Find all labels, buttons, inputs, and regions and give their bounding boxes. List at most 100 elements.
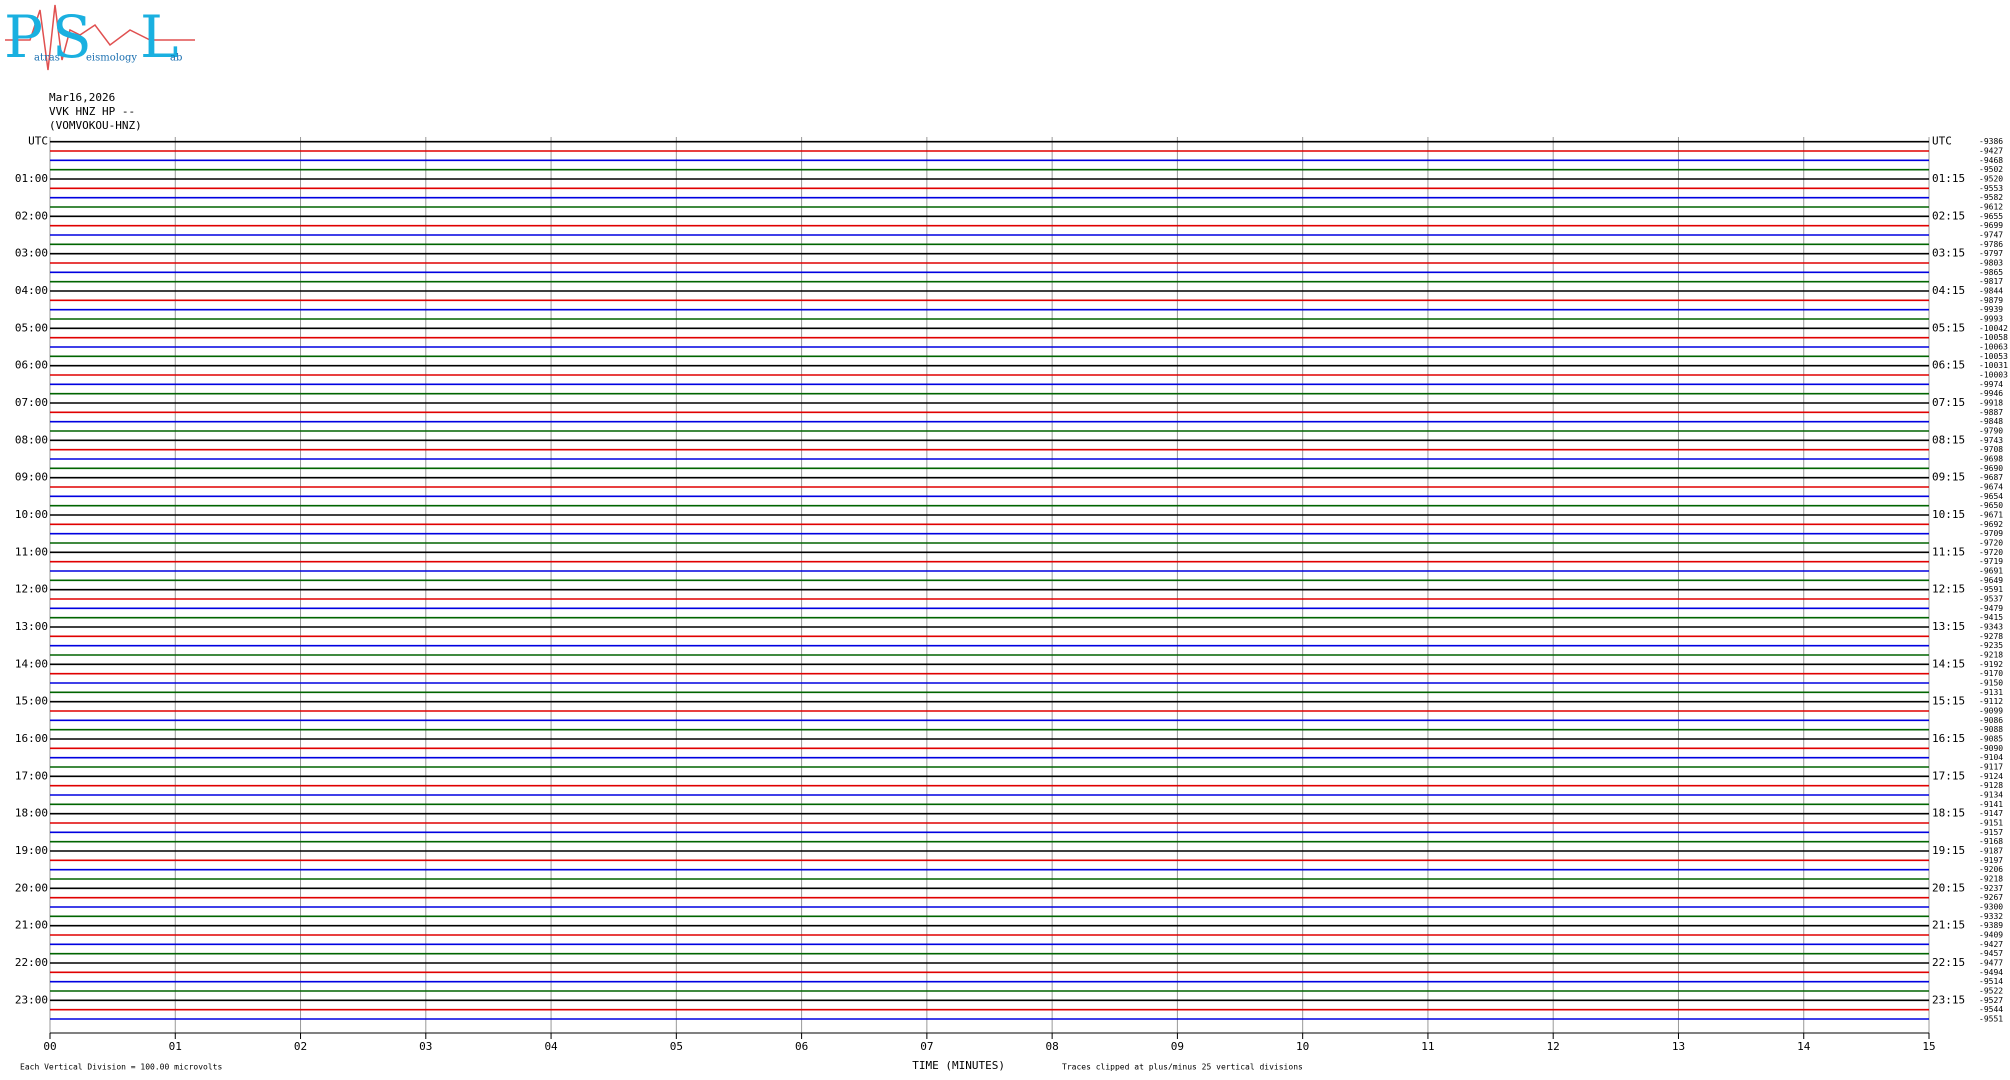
offset-label: -9237 <box>1979 884 2003 893</box>
offset-label: -9192 <box>1979 660 2003 669</box>
offset-label: -9655 <box>1979 212 2003 221</box>
offset-label: -9687 <box>1979 473 2003 482</box>
logo-word: ab <box>170 53 182 64</box>
logo-word: eismology <box>86 53 137 64</box>
offset-label: -9879 <box>1979 296 2003 305</box>
right-label: 18:15 <box>1932 807 1965 820</box>
footer-left: Each Vertical Division = 100.00 microvol… <box>20 1063 222 1072</box>
offset-label: -9537 <box>1979 595 2003 604</box>
offset-label: -9112 <box>1979 697 2003 706</box>
offset-label: -9698 <box>1979 455 2003 464</box>
footer-note: Traces clipped at plus/minus 25 vertical… <box>1062 1063 1303 1072</box>
offset-label: -9514 <box>1979 977 2003 986</box>
offset-label: -9743 <box>1979 436 2003 445</box>
offset-label: -9104 <box>1979 753 2003 762</box>
logo-letter: S <box>52 3 92 71</box>
offset-label: -9128 <box>1979 781 2003 790</box>
x-tick-label: 01 <box>169 1040 182 1053</box>
left-label: 12:00 <box>15 583 48 596</box>
offset-label: -9386 <box>1979 137 2003 146</box>
left-label: 19:00 <box>15 844 48 857</box>
offset-label: -9278 <box>1979 632 2003 641</box>
offset-label: -9218 <box>1979 651 2003 660</box>
right-label: 01:15 <box>1932 172 1965 185</box>
offset-label: -9099 <box>1979 707 2003 716</box>
x-tick-label: 04 <box>544 1040 558 1053</box>
left-label: 16:00 <box>15 732 48 745</box>
offset-label: -9544 <box>1979 1005 2003 1014</box>
x-tick-label: 15 <box>1922 1040 1935 1053</box>
offset-label: -9389 <box>1979 921 2003 930</box>
left-label: 22:00 <box>15 956 48 969</box>
offset-label: -9650 <box>1979 501 2003 510</box>
left-label: 21:00 <box>15 919 48 932</box>
offset-label: -9551 <box>1979 1015 2003 1024</box>
offset-label: -9993 <box>1979 315 2003 324</box>
left-label: 03:00 <box>15 247 48 260</box>
offset-label: -9218 <box>1979 875 2003 884</box>
offset-label: -9747 <box>1979 231 2003 240</box>
right-label: 16:15 <box>1932 732 1965 745</box>
logo <box>5 4 195 71</box>
right-label: 17:15 <box>1932 769 1965 782</box>
offset-label: -10058 <box>1979 333 2008 342</box>
left-label: 01:00 <box>15 172 48 185</box>
right-label: 14:15 <box>1932 657 1965 670</box>
offset-label: -9786 <box>1979 240 2003 249</box>
offset-label: -9720 <box>1979 539 2003 548</box>
left-label: 06:00 <box>15 359 48 372</box>
offset-label: -9699 <box>1979 221 2003 230</box>
header-line: (VOMVOKOU-HNZ) <box>49 119 142 132</box>
offset-label: -9427 <box>1979 940 2003 949</box>
offset-label: -9887 <box>1979 408 2003 417</box>
left-label: 09:00 <box>15 471 48 484</box>
header-line: VVK HNZ HP -- <box>49 105 135 118</box>
right-label: 07:15 <box>1932 396 1965 409</box>
offset-label: -9939 <box>1979 305 2003 314</box>
x-tick-label: 08 <box>1046 1040 1059 1053</box>
offset-label: -9692 <box>1979 520 2003 529</box>
x-tick-label: 11 <box>1421 1040 1434 1053</box>
offset-label: -9848 <box>1979 417 2003 426</box>
right-label: 05:15 <box>1932 321 1965 334</box>
right-label: 21:15 <box>1932 919 1965 932</box>
offset-label: -9477 <box>1979 959 2003 968</box>
offset-label: -9117 <box>1979 763 2003 772</box>
x-tick-label: 07 <box>920 1040 933 1053</box>
x-tick-label: 13 <box>1672 1040 1685 1053</box>
left-label: 13:00 <box>15 620 48 633</box>
offset-label: -9649 <box>1979 576 2003 585</box>
offset-label: -9168 <box>1979 837 2003 846</box>
offset-label: -9131 <box>1979 688 2003 697</box>
right-label: 09:15 <box>1932 471 1965 484</box>
x-tick-label: 12 <box>1547 1040 1560 1053</box>
offset-label: -9085 <box>1979 735 2003 744</box>
left-label: 17:00 <box>15 769 48 782</box>
left-label: 02:00 <box>15 209 48 222</box>
offset-label: -9141 <box>1979 800 2003 809</box>
left-label: 14:00 <box>15 657 48 670</box>
right-label: 08:15 <box>1932 433 1965 446</box>
right-label: 12:15 <box>1932 583 1965 596</box>
offset-label: -9974 <box>1979 380 2003 389</box>
offset-label: -10053 <box>1979 352 2008 361</box>
offset-label: -9206 <box>1979 865 2003 874</box>
offset-label: -9147 <box>1979 809 2003 818</box>
x-tick-label: 10 <box>1296 1040 1309 1053</box>
offset-label: -9150 <box>1979 679 2003 688</box>
offset-label: -9090 <box>1979 744 2003 753</box>
offset-label: -9427 <box>1979 147 2003 156</box>
offset-label: -9197 <box>1979 856 2003 865</box>
offset-label: -9157 <box>1979 828 2003 837</box>
right-label: 23:15 <box>1932 993 1965 1006</box>
offset-label: -10042 <box>1979 324 2008 333</box>
left-label: 11:00 <box>15 545 48 558</box>
right-label: 15:15 <box>1932 695 1965 708</box>
offset-label: -9790 <box>1979 427 2003 436</box>
offset-label: -9479 <box>1979 604 2003 613</box>
offset-label: -10031 <box>1979 361 2008 370</box>
left-label: 10:00 <box>15 508 48 521</box>
right-label: 02:15 <box>1932 209 1965 222</box>
offset-label: -9674 <box>1979 483 2003 492</box>
